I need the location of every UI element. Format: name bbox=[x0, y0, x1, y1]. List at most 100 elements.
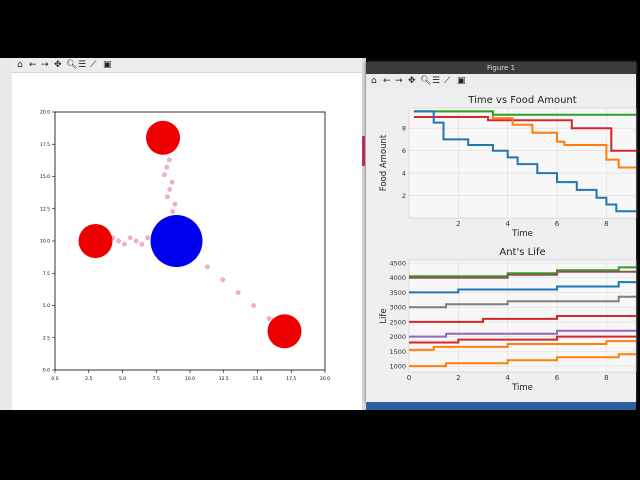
x-tick-label: 20.0 bbox=[320, 376, 330, 382]
x-tick-label: 2 bbox=[456, 374, 460, 382]
right-toolbar: ⌂ ← → ✥ 🔍︎ ☰ ⟋ ▣ bbox=[366, 74, 636, 88]
x-tick-label: 0 bbox=[407, 374, 411, 382]
edit-curve-icon[interactable]: ⟋ bbox=[90, 60, 97, 70]
ant-marker bbox=[145, 235, 150, 241]
x-tick-label: 12.5 bbox=[219, 376, 229, 382]
ant-marker bbox=[116, 238, 121, 244]
y-tick-label: 20.0 bbox=[40, 110, 50, 116]
y-tick-label: 3000 bbox=[389, 304, 406, 312]
y-tick-label: 2000 bbox=[389, 333, 406, 341]
axes-frame bbox=[408, 107, 637, 219]
food-source bbox=[146, 120, 180, 155]
ant-marker bbox=[205, 264, 210, 270]
x-tick-label: 2.5 bbox=[85, 376, 92, 382]
y-tick-label: 5.0 bbox=[43, 303, 50, 309]
x-tick-label: 6 bbox=[555, 374, 560, 382]
y-tick-label: 1000 bbox=[389, 363, 406, 371]
nest bbox=[150, 215, 203, 267]
home-icon[interactable]: ⌂ bbox=[17, 60, 23, 70]
series-line bbox=[413, 116, 636, 152]
figure-canvas[interactable]: 2 4 6 8 2 4 6 8 Time vs Food Amount Time Food Amou… bbox=[366, 88, 640, 402]
y-tick-label: 10.0 bbox=[40, 239, 50, 245]
x-tick-label: 4 bbox=[505, 374, 510, 382]
x-tick-label: 0.0 bbox=[51, 376, 58, 382]
home-icon[interactable]: ⌂ bbox=[371, 76, 377, 86]
forward-arrow-icon[interactable]: → bbox=[395, 76, 403, 86]
y-axis-label: Food Amount bbox=[379, 134, 389, 191]
y-tick-label: 8 bbox=[402, 125, 406, 133]
x-tick-label: 8 bbox=[604, 374, 608, 382]
ant-marker bbox=[122, 241, 127, 247]
x-axis-label: Time bbox=[511, 383, 533, 393]
food-source bbox=[267, 314, 302, 349]
pan-icon[interactable]: ✥ bbox=[408, 76, 416, 86]
ant-marker bbox=[133, 238, 139, 244]
back-arrow-icon[interactable]: ← bbox=[383, 76, 391, 86]
series-line bbox=[409, 335, 636, 344]
zoom-icon[interactable]: 🔍︎ bbox=[66, 60, 78, 70]
food-source bbox=[78, 224, 113, 258]
ant-marker bbox=[235, 290, 241, 295]
ant-marker bbox=[170, 209, 175, 214]
ant-marker bbox=[164, 194, 170, 200]
y-tick-label: 4 bbox=[402, 170, 406, 178]
x-axis-label: Time bbox=[511, 229, 533, 239]
y-tick-label: 12.5 bbox=[40, 206, 50, 212]
chart-title: Ant's Life bbox=[499, 247, 545, 258]
x-tick-label: 2 bbox=[456, 220, 460, 228]
ant-marker bbox=[162, 172, 167, 178]
series-line bbox=[409, 270, 636, 279]
x-tick-label: 4 bbox=[505, 220, 510, 228]
series-line bbox=[413, 110, 636, 116]
series-line bbox=[413, 110, 636, 169]
save-icon[interactable]: ▣ bbox=[103, 60, 112, 70]
y-tick-label: 3500 bbox=[389, 289, 406, 297]
ant-marker bbox=[166, 157, 172, 163]
pan-icon[interactable]: ✥ bbox=[54, 60, 62, 70]
series-line bbox=[409, 353, 636, 368]
y-tick-label: 15.0 bbox=[40, 174, 50, 180]
ant-marker bbox=[251, 303, 256, 308]
x-tick-label: 5.0 bbox=[119, 376, 126, 382]
x-tick-label: 17.5 bbox=[286, 376, 296, 382]
x-tick-label: 15.0 bbox=[252, 376, 262, 382]
y-tick-label: 2.5 bbox=[43, 335, 50, 341]
y-axis-label: Life bbox=[379, 308, 389, 323]
ant-marker bbox=[139, 241, 145, 247]
back-arrow-icon[interactable]: ← bbox=[29, 60, 37, 70]
y-tick-label: 6 bbox=[402, 147, 406, 155]
y-tick-label: 4500 bbox=[389, 259, 406, 267]
forward-arrow-icon[interactable]: → bbox=[41, 60, 49, 70]
zoom-icon[interactable]: 🔍︎ bbox=[420, 76, 432, 86]
edit-curve-icon[interactable]: ⟋ bbox=[444, 76, 451, 86]
x-tick-label: 7.5 bbox=[153, 376, 160, 382]
left-toolbar: ⌂ ← → ✥ 🔍︎ ☰ ⟋ ▣ bbox=[12, 58, 362, 73]
y-tick-label: 17.5 bbox=[40, 142, 50, 148]
ant-marker bbox=[172, 201, 178, 207]
ant-marker bbox=[220, 277, 226, 283]
ant-simulation-plot[interactable]: 0.0 2.5 5.0 7.5 10.0 12.5 15.0 17.5 20.0 0.0 2.5 5.… bbox=[12, 72, 362, 410]
chart-title: Time vs Food Amount bbox=[467, 95, 576, 106]
series-line bbox=[409, 281, 636, 294]
ant-marker bbox=[164, 164, 170, 170]
save-icon[interactable]: ▣ bbox=[457, 76, 466, 86]
y-tick-label: 7.5 bbox=[43, 271, 50, 277]
y-tick-label: 4000 bbox=[389, 274, 406, 282]
background-window-tab bbox=[359, 136, 365, 166]
ant-marker bbox=[167, 187, 173, 192]
series-line bbox=[413, 110, 636, 213]
series-line bbox=[409, 295, 636, 309]
ant-marker bbox=[266, 316, 272, 321]
x-tick-label: 8 bbox=[604, 220, 608, 228]
background-window-strip bbox=[0, 58, 12, 410]
x-tick-label: 10.0 bbox=[185, 376, 195, 382]
ant-marker bbox=[169, 179, 175, 185]
configure-icon[interactable]: ☰ bbox=[432, 76, 441, 86]
series-line bbox=[409, 340, 636, 351]
y-tick-label: 1500 bbox=[389, 348, 406, 356]
background-window-edge bbox=[362, 58, 366, 410]
configure-icon[interactable]: ☰ bbox=[78, 60, 87, 70]
window-title: Figure 1 bbox=[366, 62, 636, 74]
series-line bbox=[409, 329, 636, 338]
y-tick-label: 2 bbox=[402, 192, 406, 200]
